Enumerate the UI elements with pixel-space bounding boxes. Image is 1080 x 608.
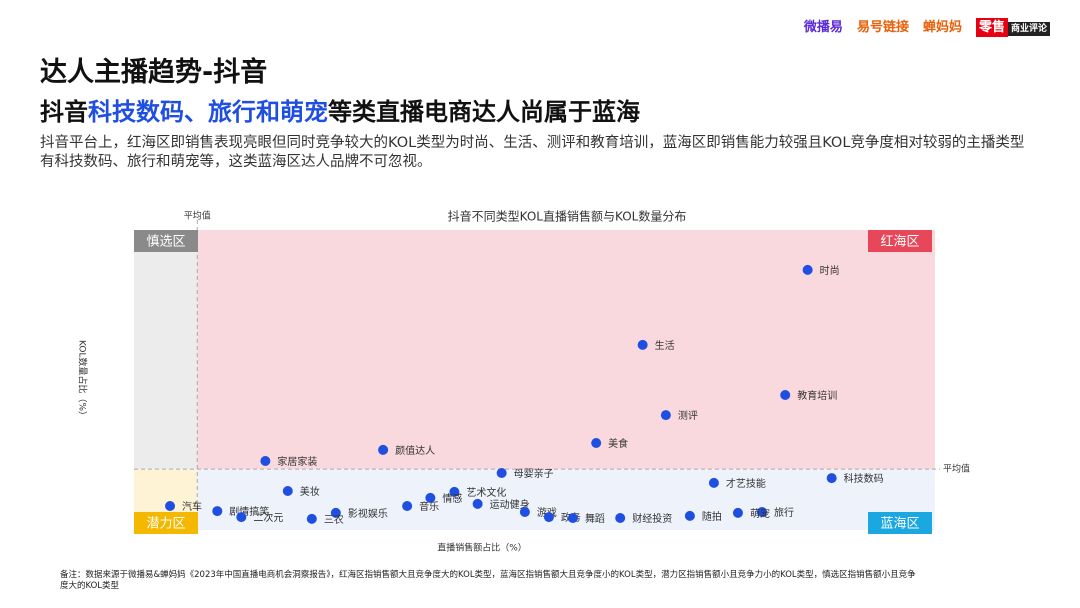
point-label: 随拍 — [702, 510, 722, 523]
logo: 商业评论 — [1007, 22, 1050, 36]
point-label: 测评 — [678, 409, 698, 422]
point-label: 才艺技能 — [726, 477, 766, 490]
point-label: 旅行 — [774, 506, 794, 519]
zone-label: 潜力区 — [146, 517, 185, 532]
zone-label-box — [868, 230, 932, 252]
zone-label-box — [134, 230, 198, 252]
y-axis-label: KOL数量占比（%） — [77, 340, 89, 420]
point — [637, 339, 648, 350]
point-label: 教育培训 — [797, 389, 837, 402]
point — [165, 501, 176, 511]
point — [708, 477, 719, 488]
zone-label: 红海区 — [880, 234, 919, 250]
note: 备注：数据来源于微播易&蝉妈妈《2023年中国直播电商机会洞察报告》，红海区指销… — [60, 570, 916, 591]
zone-label-box — [134, 512, 198, 534]
logo: 易号链接 — [856, 20, 909, 35]
point — [756, 507, 767, 517]
point — [425, 492, 436, 503]
point — [402, 501, 413, 511]
zone-label: 蓝海区 — [880, 517, 919, 532]
point-label: 影视娱乐 — [348, 507, 388, 520]
point — [567, 513, 578, 523]
zone — [197, 469, 936, 530]
point — [543, 512, 554, 523]
description: 抖音平台上，红海区即销售表现亮眼但同时竞争较大的KOL类型为时尚、生活、测评和教… — [40, 135, 1025, 170]
point-label: 颜值达人 — [395, 444, 435, 457]
point-label: 三农 — [324, 513, 344, 526]
point — [780, 390, 791, 400]
point — [449, 486, 460, 497]
logo: 蝉妈妈 — [922, 20, 962, 35]
average-label: 平均值 — [943, 463, 970, 475]
point-label: 萌宠 — [750, 507, 770, 520]
logo: 零售 — [975, 18, 1008, 37]
point-label: 财经投资 — [632, 512, 672, 525]
point — [615, 513, 626, 523]
point-label: 情感 — [442, 492, 462, 505]
point — [591, 438, 602, 448]
x-axis-label: 直播销售额占比（%） — [437, 542, 527, 554]
subtitle-part: 科技数码、旅行和萌宠 — [88, 98, 328, 126]
point — [732, 507, 743, 518]
zone-label-box — [868, 512, 932, 534]
logo: 微播易 — [803, 20, 843, 35]
point — [378, 444, 389, 455]
point-label: 科技数码 — [844, 472, 884, 485]
zone — [134, 230, 198, 470]
point — [330, 507, 341, 518]
point — [306, 513, 317, 524]
subtitle: 抖音科技数码、旅行和萌宠等类直播电商达人尚属于蓝海 — [40, 92, 640, 127]
point-label: 艺术文化 — [466, 486, 506, 499]
point-label: 美妆 — [300, 485, 320, 498]
point-label: 运动健身 — [490, 498, 530, 511]
title: 达人主播趋势-抖音 — [40, 57, 268, 88]
subtitle-part: 抖音 — [40, 98, 88, 126]
point — [282, 486, 293, 496]
point — [472, 498, 483, 509]
point-label: 美食 — [608, 437, 628, 450]
point-label: 音乐 — [419, 500, 439, 513]
point — [236, 512, 247, 523]
zone-label: 慎选区 — [146, 235, 185, 250]
point-label: 母婴亲子 — [514, 467, 554, 480]
logos: 微播易 易号链接 蝉妈妈 零售 商业评论 — [803, 16, 1050, 37]
point — [260, 456, 271, 466]
point-label: 生活 — [655, 339, 675, 352]
subtitle-part: 等类直播电商达人尚属于蓝海 — [328, 98, 640, 126]
point — [212, 506, 223, 517]
point — [826, 473, 837, 484]
point-label: 舞蹈 — [585, 513, 605, 525]
point — [519, 507, 530, 517]
point — [802, 264, 813, 275]
point — [496, 468, 507, 478]
point-label: 二次元 — [253, 511, 283, 524]
average-label: 平均值 — [184, 210, 211, 222]
point — [684, 510, 695, 521]
point-label: 汽车 — [182, 500, 202, 513]
point-label: 家居家装 — [277, 455, 317, 468]
point — [660, 410, 671, 421]
point-label: 时尚 — [820, 264, 840, 277]
chart-title: 抖音不同类型KOL直播销售额与KOL数量分布 — [448, 209, 687, 224]
